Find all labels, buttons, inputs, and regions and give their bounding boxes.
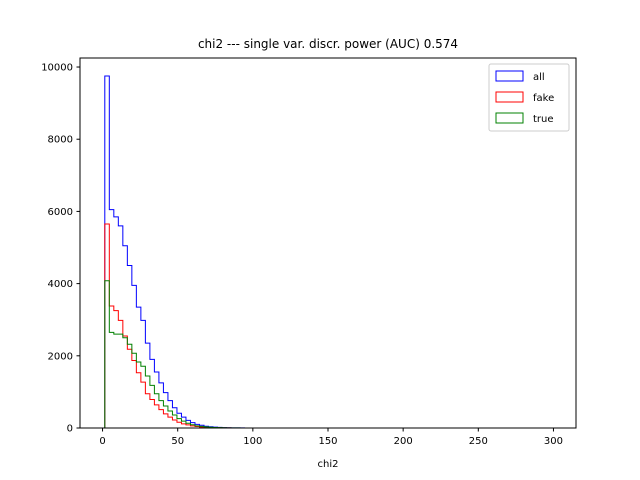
legend-swatch-fake [495,91,524,103]
y-tick-label: 8000 [48,135,73,146]
x-axis: 0 50 100 150 200 250 300 [99,428,563,447]
legend: all fake true [488,63,570,132]
legend-frame [488,63,570,132]
y-tick-label: 4000 [48,279,73,290]
x-tick-label: 200 [394,436,413,447]
y-axis: 0 2000 4000 6000 8000 10000 [41,63,80,435]
x-tick-label: 100 [243,436,262,447]
legend-label-true: true [533,114,554,125]
chart-title: chi2 --- single var. discr. power (AUC) … [198,37,458,51]
x-axis-label: chi2 [318,459,339,470]
y-tick-label: 2000 [48,351,73,362]
legend-swatch-all [495,70,524,82]
y-tick-label: 0 [67,424,73,435]
x-tick-label: 0 [99,436,105,447]
legend-label-all: all [533,72,545,83]
legend-swatch-true [495,112,524,124]
x-tick-label: 250 [469,436,488,447]
x-tick-label: 50 [171,436,184,447]
legend-label-fake: fake [533,93,554,104]
x-tick-label: 150 [318,436,337,447]
x-tick-label: 300 [544,436,563,447]
y-tick-label: 10000 [41,63,73,74]
y-tick-label: 6000 [48,207,73,218]
